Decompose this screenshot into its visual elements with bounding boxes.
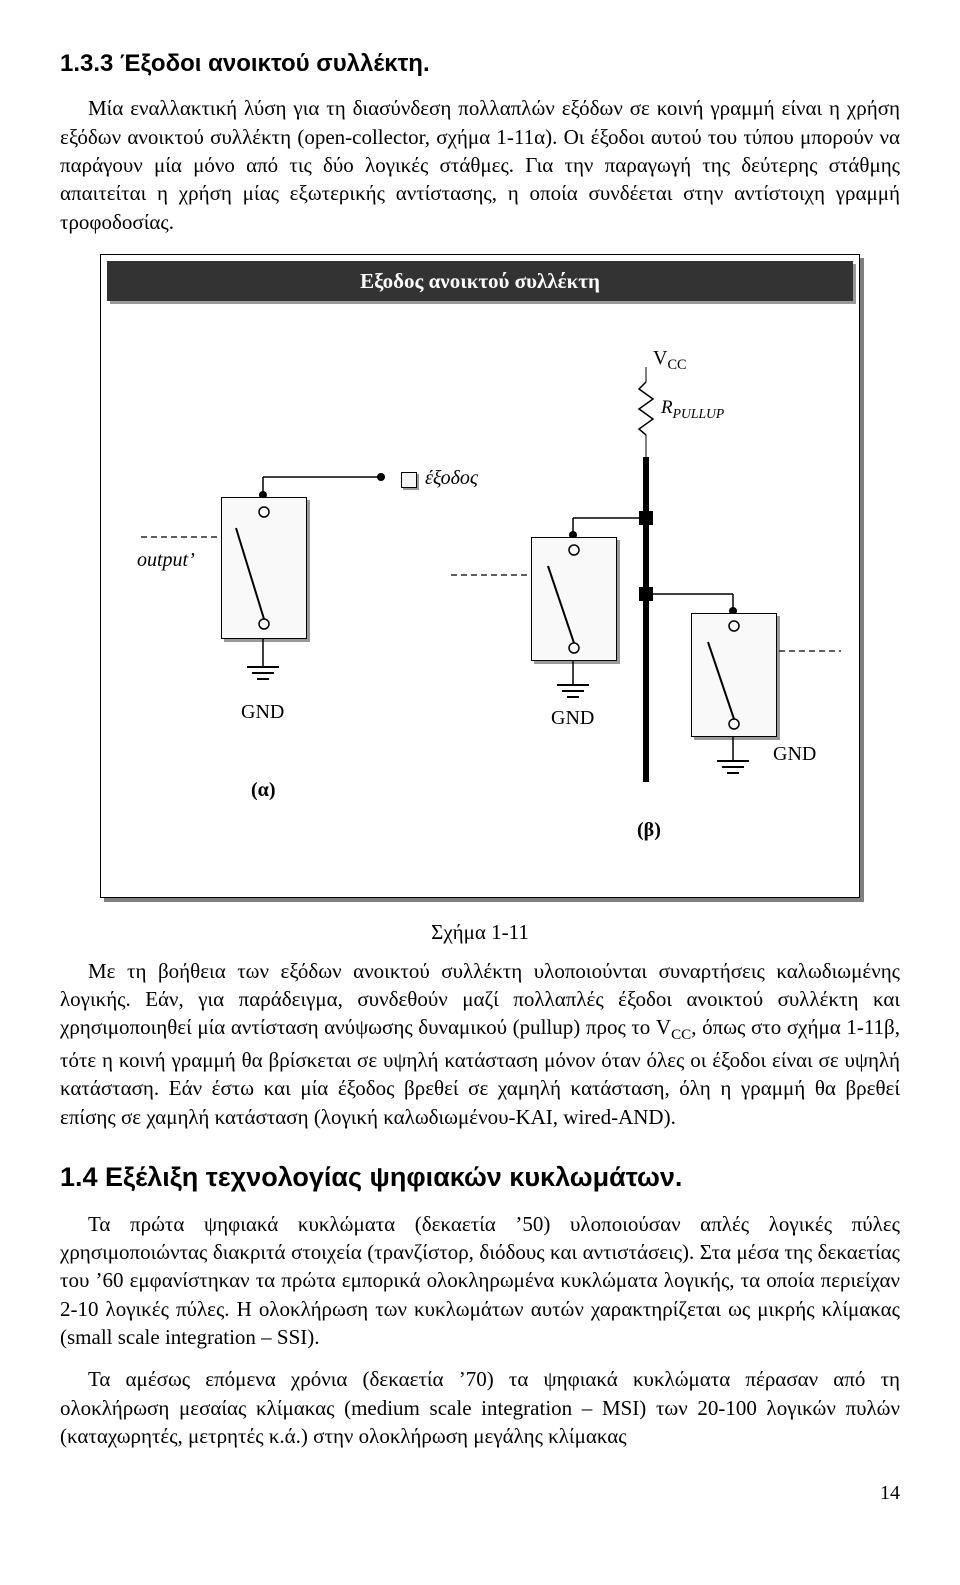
gnd-label-beta-left: GND: [551, 705, 594, 732]
exodos-text: έξοδος: [425, 467, 478, 489]
figure-1-11: Εξοδος ανοικτού συλλέκτη: [100, 254, 860, 898]
paragraph-1: Μία εναλλακτική λύση για τη διασύνδεση π…: [60, 94, 900, 236]
rpullup-label: RPULLUP: [661, 395, 724, 423]
paragraph-4: Τα αμέσως επόμενα χρόνια (δεκαετία ’70) …: [60, 1365, 900, 1450]
vcc-sub: CC: [667, 357, 686, 373]
rpullup-r: R: [661, 397, 673, 418]
vcc-label: VCC: [653, 345, 687, 375]
circuit-wires: [101, 307, 857, 897]
heading-1-4: 1.4 Εξέλιξη τεχνολογίας ψηφιακών κυκλωμά…: [60, 1159, 900, 1195]
switch-beta-left: [531, 537, 617, 661]
rpullup-sub: PULLUP: [673, 406, 725, 421]
para2-vcc-sub: CC: [671, 1028, 691, 1044]
figure-box: Εξοδος ανοικτού συλλέκτη: [100, 254, 860, 898]
vcc-v: V: [653, 347, 667, 369]
output-label: output’: [137, 547, 195, 574]
figure-body: VCC RPULLUP έξοδος output’: [101, 307, 859, 897]
figure-title: Εξοδος ανοικτού συλλέκτη: [107, 261, 853, 301]
beta-label: (β): [637, 817, 661, 844]
gnd-label-alpha: GND: [241, 699, 284, 726]
gnd-label-beta-right: GND: [773, 741, 816, 768]
page: 1.3.3 Έξοδοι ανοικτού συλλέκτη. Μία εναλ…: [0, 0, 960, 1585]
alpha-label: (α): [251, 777, 275, 804]
paragraph-2: Με τη βοήθεια των εξόδων ανοικτού συλλέκ…: [60, 957, 900, 1131]
heading-1-3-3: 1.3.3 Έξοδοι ανοικτού συλλέκτη.: [60, 48, 900, 80]
figure-caption: Σχήμα 1-11: [60, 918, 900, 946]
page-number: 14: [60, 1480, 900, 1507]
paragraph-3: Τα πρώτα ψηφιακά κυκλώματα (δεκαετία ’50…: [60, 1210, 900, 1352]
exodos-label: έξοδος: [401, 465, 478, 492]
switch-alpha: [221, 497, 307, 639]
switch-beta-right: [691, 613, 777, 737]
